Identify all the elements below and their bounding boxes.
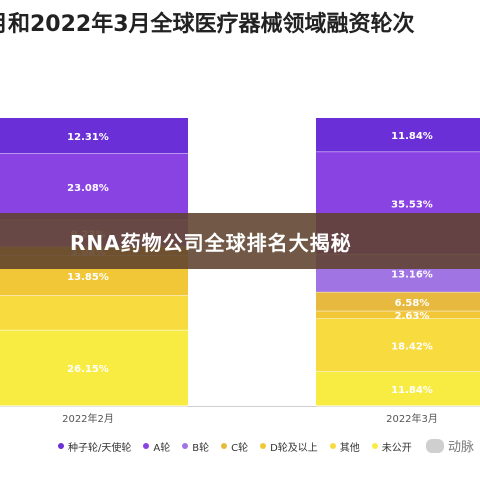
legend-label: B轮 (192, 442, 210, 454)
bar-segment (0, 295, 188, 331)
data-label: 12.31% (67, 132, 109, 143)
legend-label: 其他 (339, 442, 360, 454)
legend-item: 种子轮/天使轮 (58, 439, 131, 454)
watermark: 动脉 (426, 436, 474, 455)
bar-segment (0, 330, 188, 406)
watermark-text: 动脉 (448, 440, 475, 455)
data-label: 11.84% (391, 385, 433, 396)
data-label: 2.63% (395, 311, 430, 322)
data-label: 23.08% (67, 183, 109, 194)
bar-segment (316, 371, 480, 406)
legend-swatch (329, 443, 336, 449)
data-label: 13.16% (391, 269, 433, 280)
bar-segment (316, 292, 480, 312)
data-label: 26.15% (67, 364, 109, 375)
chart-legend: 种子轮/天使轮 A轮 B轮 C轮 D轮及以上 其他 未公开 (58, 436, 478, 456)
data-label: 6.58% (395, 298, 430, 309)
bar-segment (0, 118, 188, 154)
data-label: 18.42% (391, 341, 433, 352)
legend-item: C轮 (221, 439, 248, 454)
legend-swatch (143, 443, 150, 449)
data-label: 11.84% (391, 131, 433, 142)
x-tick-label: 2022年2月 (62, 412, 114, 425)
legend-swatch (182, 443, 189, 449)
legend-swatch (58, 443, 64, 449)
legend-label: D轮及以上 (270, 442, 318, 454)
wechat-icon (426, 438, 444, 453)
legend-swatch (260, 443, 267, 449)
data-label: 35.53% (391, 199, 433, 210)
bar-segment (316, 118, 480, 153)
legend-item: 其他 (329, 439, 360, 454)
legend-item: B轮 (182, 439, 209, 454)
legend-item: D轮及以上 (260, 439, 318, 454)
legend-swatch (371, 443, 378, 449)
legend-label: 未公开 (381, 442, 412, 454)
bar-segment (316, 318, 480, 372)
legend-item: A轮 (143, 439, 170, 454)
x-tick-label: 2022年3月 (386, 412, 438, 425)
bar-segment (316, 311, 480, 319)
legend-label: 种子轮/天使轮 (68, 442, 132, 454)
banner-title: RNA药物公司全球排名大揭秘 (70, 230, 352, 255)
legend-swatch (221, 443, 228, 449)
legend-label: A轮 (153, 442, 171, 454)
data-label: 13.85% (67, 272, 109, 283)
chart-title: 月和2022年3月全球医疗器械领域融资轮次 (0, 12, 415, 37)
legend-item: 未公开 (371, 439, 412, 454)
bar-segment (0, 153, 188, 221)
legend-label: C轮 (231, 442, 249, 454)
banner-overlay[interactable]: RNA药物公司全球排名大揭秘 (0, 213, 480, 269)
